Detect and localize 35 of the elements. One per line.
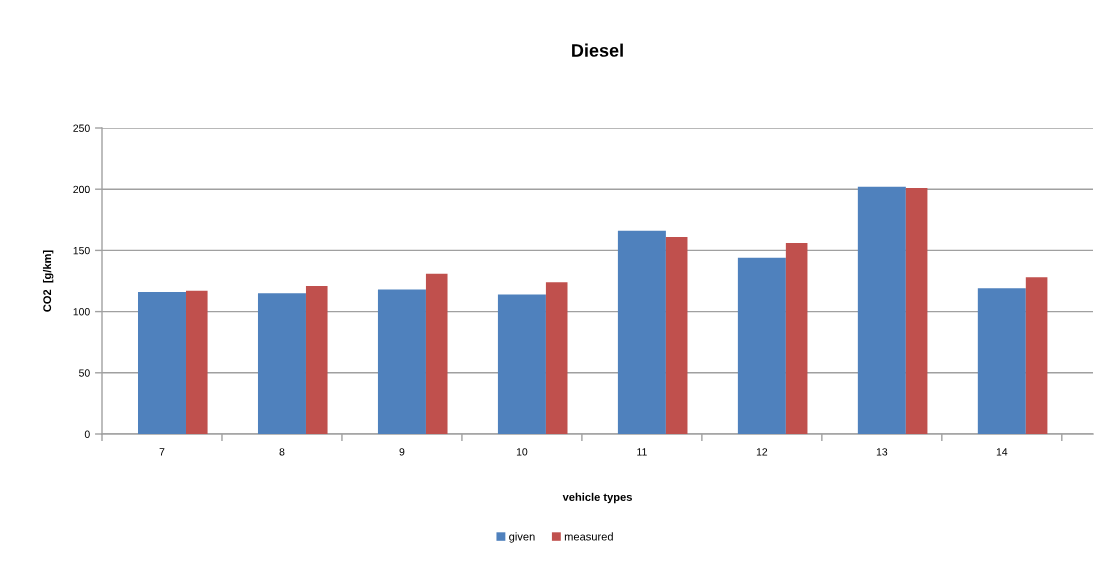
y-tick-label: 250 <box>73 124 90 132</box>
bar <box>905 187 928 434</box>
x-axis-title: vehicle types <box>562 492 632 504</box>
bar <box>497 294 546 434</box>
x-tick-label: 9 <box>399 448 405 456</box>
bar <box>545 282 568 434</box>
bar <box>977 288 1026 434</box>
chart-title: Diesel <box>572 43 623 57</box>
y-tick-label: 0 <box>84 430 90 438</box>
y-tick-label: 150 <box>73 246 90 255</box>
bar <box>305 285 328 434</box>
y-tick-label: 100 <box>73 308 90 316</box>
bar <box>665 236 688 434</box>
bar <box>377 289 426 434</box>
x-tick-label: 13 <box>876 448 888 456</box>
x-tick-label: 11 <box>637 448 647 456</box>
x-tick-label: 12 <box>756 448 768 456</box>
bar <box>785 243 808 434</box>
y-tick-label: 50 <box>79 369 90 377</box>
x-tick-label: 8 <box>279 448 285 456</box>
x-tick-label: 7 <box>159 448 165 456</box>
y-axis-title: CO2 [g/km] <box>42 250 54 312</box>
y-tick-label: 200 <box>73 185 90 194</box>
bar <box>617 230 666 434</box>
bar <box>737 257 786 434</box>
x-tick-label: 14 <box>996 448 1008 456</box>
bar <box>185 290 208 434</box>
bar <box>1025 277 1048 434</box>
bar <box>425 273 448 434</box>
x-tick-label: 10 <box>516 448 528 456</box>
legend-label: given <box>509 532 535 543</box>
legend-label: measured <box>564 532 613 541</box>
bar <box>137 292 186 434</box>
bar <box>257 293 306 434</box>
bar <box>857 186 906 434</box>
